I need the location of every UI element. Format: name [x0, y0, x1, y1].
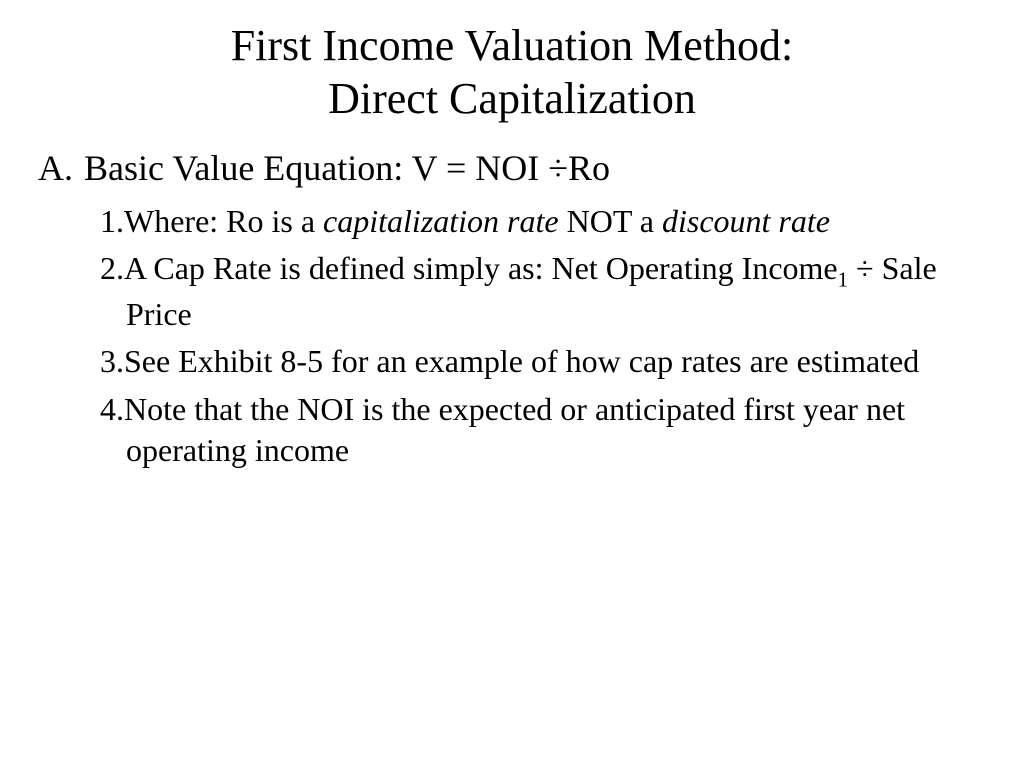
sub-text-2b-subscript: 1: [838, 269, 848, 292]
main-text: Basic Value Equation: V = NOI ÷Ro: [84, 148, 610, 188]
sub-text-4: Note that the NOI is the expected or ant…: [124, 391, 905, 469]
sub-num-3: 3.: [100, 343, 124, 379]
sub-num-1: 1.: [100, 203, 124, 239]
sub-num-4: 4.: [100, 391, 124, 427]
sub-num-2: 2.: [100, 250, 124, 286]
title-line-1: First Income Valuation Method:: [231, 21, 794, 70]
sub-item-3: 3.See Exhibit 8-5 for an example of how …: [100, 341, 994, 383]
main-marker: A.: [38, 146, 84, 191]
sub-text-1a: Where: Ro is a: [124, 203, 323, 239]
sub-text-2a: A Cap Rate is defined simply as: Net Ope…: [124, 250, 838, 286]
sub-item-4: 4.Note that the NOI is the expected or a…: [100, 389, 994, 472]
sub-text-3: See Exhibit 8-5 for an example of how ca…: [124, 343, 919, 379]
slide-title: First Income Valuation Method: Direct Ca…: [30, 20, 994, 126]
sub-text-1d-italic: discount rate: [662, 203, 830, 239]
sub-text-1b-italic: capitalization rate: [323, 203, 559, 239]
sub-list: 1.Where: Ro is a capitalization rate NOT…: [100, 201, 994, 472]
title-line-2: Direct Capitalization: [328, 74, 696, 123]
sub-text-1c: NOT a: [559, 203, 662, 239]
sub-item-1: 1.Where: Ro is a capitalization rate NOT…: [100, 201, 994, 243]
sub-item-2: 2.A Cap Rate is defined simply as: Net O…: [100, 248, 994, 335]
main-list-item-a: A.Basic Value Equation: V = NOI ÷Ro: [38, 146, 994, 191]
